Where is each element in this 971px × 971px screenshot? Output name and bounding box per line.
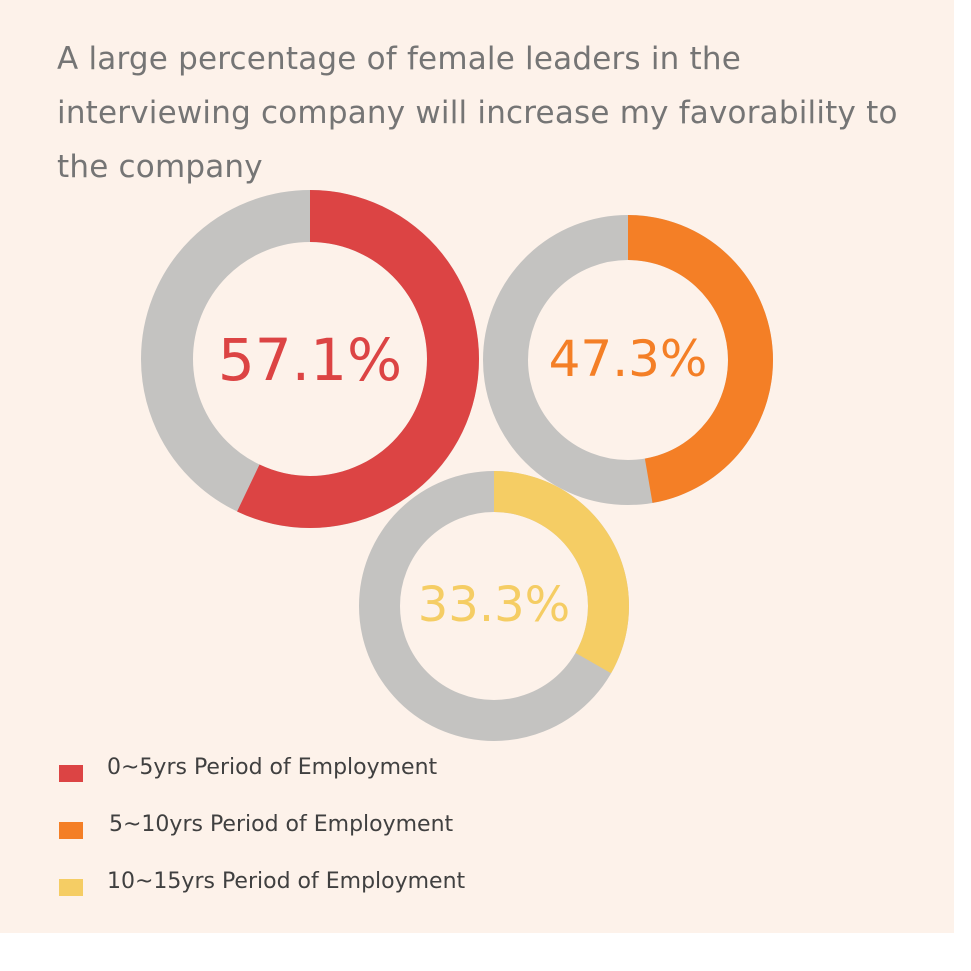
donut-1: 47.3% — [483, 215, 773, 505]
chart-panel: A large percentage of female leaders in … — [0, 0, 954, 933]
donut-value-arc — [237, 190, 479, 528]
legend-label: 10~15yrs Period of Employment — [107, 868, 466, 894]
legend-label: 5~10yrs Period of Employment — [109, 811, 454, 837]
donut-value-arc — [494, 471, 630, 674]
donut-value-arc — [628, 215, 773, 503]
legend-swatch — [59, 878, 83, 896]
donut-0: 57.1% — [141, 190, 479, 528]
legend-label: 0~5yrs Period of Employment — [107, 754, 438, 780]
donut-value-label: 47.3% — [549, 330, 708, 388]
legend-item-0-5yrs: 0~5yrs Period of Employment — [59, 752, 437, 782]
donut-value-label: 57.1% — [218, 326, 402, 394]
legend-swatch — [59, 764, 83, 782]
legend-swatch — [59, 821, 83, 839]
legend-item-10-15yrs: 10~15yrs Period of Employment — [59, 866, 465, 896]
donut-charts: 57.1% 47.3% 33.3% — [141, 190, 773, 741]
chart-title: A large percentage of female leaders in … — [57, 41, 898, 185]
donut-value-label: 33.3% — [418, 577, 570, 633]
legend-item-5-10yrs: 5~10yrs Period of Employment — [59, 809, 453, 839]
donut-2: 33.3% — [359, 471, 630, 741]
